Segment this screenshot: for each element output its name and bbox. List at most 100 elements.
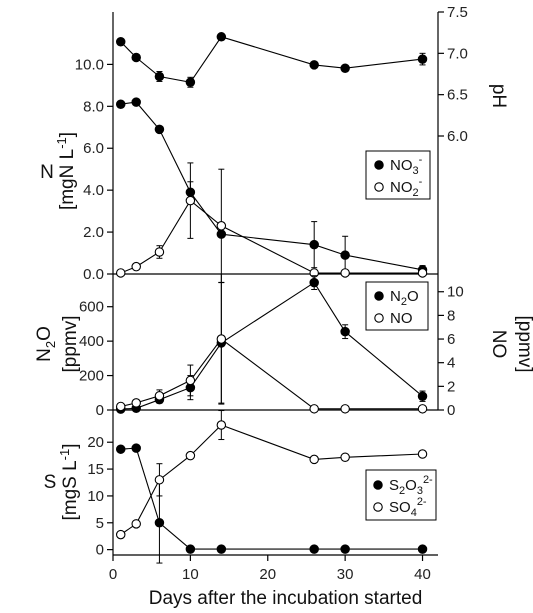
y-axis-units: [ppmv] <box>60 315 81 372</box>
data-point-N2O <box>309 277 319 288</box>
series-line-NO <box>120 338 423 410</box>
series-line-pH <box>120 36 423 83</box>
data-point-SO42- <box>115 529 126 540</box>
y2-tick-label: 8 <box>447 307 455 324</box>
data-point-NO2- <box>340 268 350 278</box>
data-point-NO2- <box>115 268 126 278</box>
series-line-S2O32- <box>120 447 423 550</box>
legend-label-so4: SO42- <box>389 496 427 519</box>
y-axis-units: [mgN L-1] <box>54 132 78 210</box>
data-point-SO42- <box>417 449 428 459</box>
legend-label-no2: NO2- <box>390 176 423 199</box>
y2-axis-title: pH <box>488 84 509 108</box>
y2-tick-label: 6 <box>447 331 455 348</box>
data-point-S2O32- <box>185 544 196 554</box>
data-point-pH <box>131 52 141 63</box>
legend-marker-filled <box>374 291 384 301</box>
data-point-N2O <box>417 391 428 401</box>
y-tick-label: 8.0 <box>83 98 104 115</box>
data-point-NO <box>115 401 126 412</box>
legend-middle <box>365 281 429 331</box>
legend-marker-filled <box>373 480 383 490</box>
data-point-NO <box>185 375 196 386</box>
x-tick-label: 40 <box>414 566 431 583</box>
y-tick-label: 0 <box>96 542 104 559</box>
x-tick-label: 30 <box>337 566 354 583</box>
x-tick-label: 20 <box>259 566 276 583</box>
legend-label-no: NO <box>390 310 413 327</box>
y2-tick-label: 2 <box>447 378 455 395</box>
legend-label-s2o3: S2O32- <box>389 474 433 497</box>
y-tick-label: 0.0 <box>83 266 104 283</box>
x-tick-label: 10 <box>182 566 199 583</box>
data-point-pH <box>115 37 126 47</box>
data-point-pH <box>340 63 350 73</box>
data-point-SO42- <box>309 454 319 465</box>
data-point-S2O32- <box>417 544 428 554</box>
y-axis-title-text: N2O <box>34 326 58 362</box>
data-point-S2O32- <box>115 444 126 454</box>
y-axis-title: N <box>40 162 54 183</box>
data-point-NO <box>417 404 428 414</box>
y-axis-units-text: [mgS L-1] <box>57 443 81 520</box>
data-point-NO3- <box>340 250 350 260</box>
data-point-SO42- <box>185 450 196 461</box>
y2-tick-label: 0 <box>447 402 455 419</box>
y-tick-label: 400 <box>79 333 104 350</box>
legend-marker-open <box>374 182 384 192</box>
y2-axis-title-text: pH <box>488 84 509 108</box>
legend-marker-open <box>374 313 384 323</box>
data-point-pH <box>309 60 319 70</box>
data-point-NO3- <box>309 239 319 250</box>
y-axis-units: [mgS L-1] <box>57 443 81 520</box>
y2-axis-title: NO <box>488 330 509 359</box>
data-point-NO <box>340 404 350 414</box>
data-point-pH <box>216 32 227 42</box>
legend-label-no3: NO3- <box>390 154 423 177</box>
y2-tick-label: 7.0 <box>447 45 468 62</box>
x-axis-title: Days after the incubation started <box>149 588 423 609</box>
y2-tick-label: 7.5 <box>447 4 468 21</box>
y-tick-label: 600 <box>79 299 104 316</box>
y-tick-label: 4.0 <box>83 182 104 199</box>
y-tick-label: 2.0 <box>83 224 104 241</box>
data-point-NO3- <box>154 124 165 135</box>
data-point-NO3- <box>115 99 126 109</box>
data-point-NO2- <box>131 261 141 272</box>
data-point-pH <box>417 54 428 64</box>
data-point-SO42- <box>154 475 165 485</box>
data-point-NO2- <box>417 268 428 278</box>
y2-axis-units-text: [ppmv] <box>514 315 533 372</box>
y-tick-label: 200 <box>79 368 104 385</box>
y-axis-units-text: [ppmv] <box>60 315 81 372</box>
y-tick-label: 20 <box>87 434 104 451</box>
y-tick-label: 0 <box>96 402 104 419</box>
data-point-pH <box>154 71 165 82</box>
data-point-NO2- <box>185 195 196 206</box>
y2-axis-title-text: NO <box>488 330 509 359</box>
data-point-S2O32- <box>131 443 141 453</box>
data-point-NO2- <box>154 247 165 257</box>
data-point-pH <box>185 77 196 88</box>
y-axis-title: S <box>44 472 57 493</box>
y-tick-label: 10 <box>87 488 104 505</box>
data-point-NO <box>154 391 165 401</box>
legend-marker-filled <box>374 160 384 170</box>
data-point-NO <box>216 334 227 344</box>
data-point-NO2- <box>216 221 227 231</box>
data-point-SO42- <box>131 519 141 529</box>
data-point-NO <box>309 404 319 414</box>
data-point-SO42- <box>216 420 227 430</box>
legend-marker-open <box>373 502 383 512</box>
y2-axis-units: [ppmv] <box>514 315 533 372</box>
y-tick-label: 6.0 <box>83 140 104 157</box>
data-point-S2O32- <box>154 518 165 528</box>
data-point-S2O32- <box>216 544 227 554</box>
data-point-NO3- <box>131 97 141 107</box>
y-axis-units-text: [mgN L-1] <box>54 132 78 210</box>
data-point-SO42- <box>340 452 350 463</box>
y2-tick-label: 4 <box>447 355 455 372</box>
y2-tick-label: 6.5 <box>447 87 468 104</box>
data-point-N2O <box>340 326 350 337</box>
